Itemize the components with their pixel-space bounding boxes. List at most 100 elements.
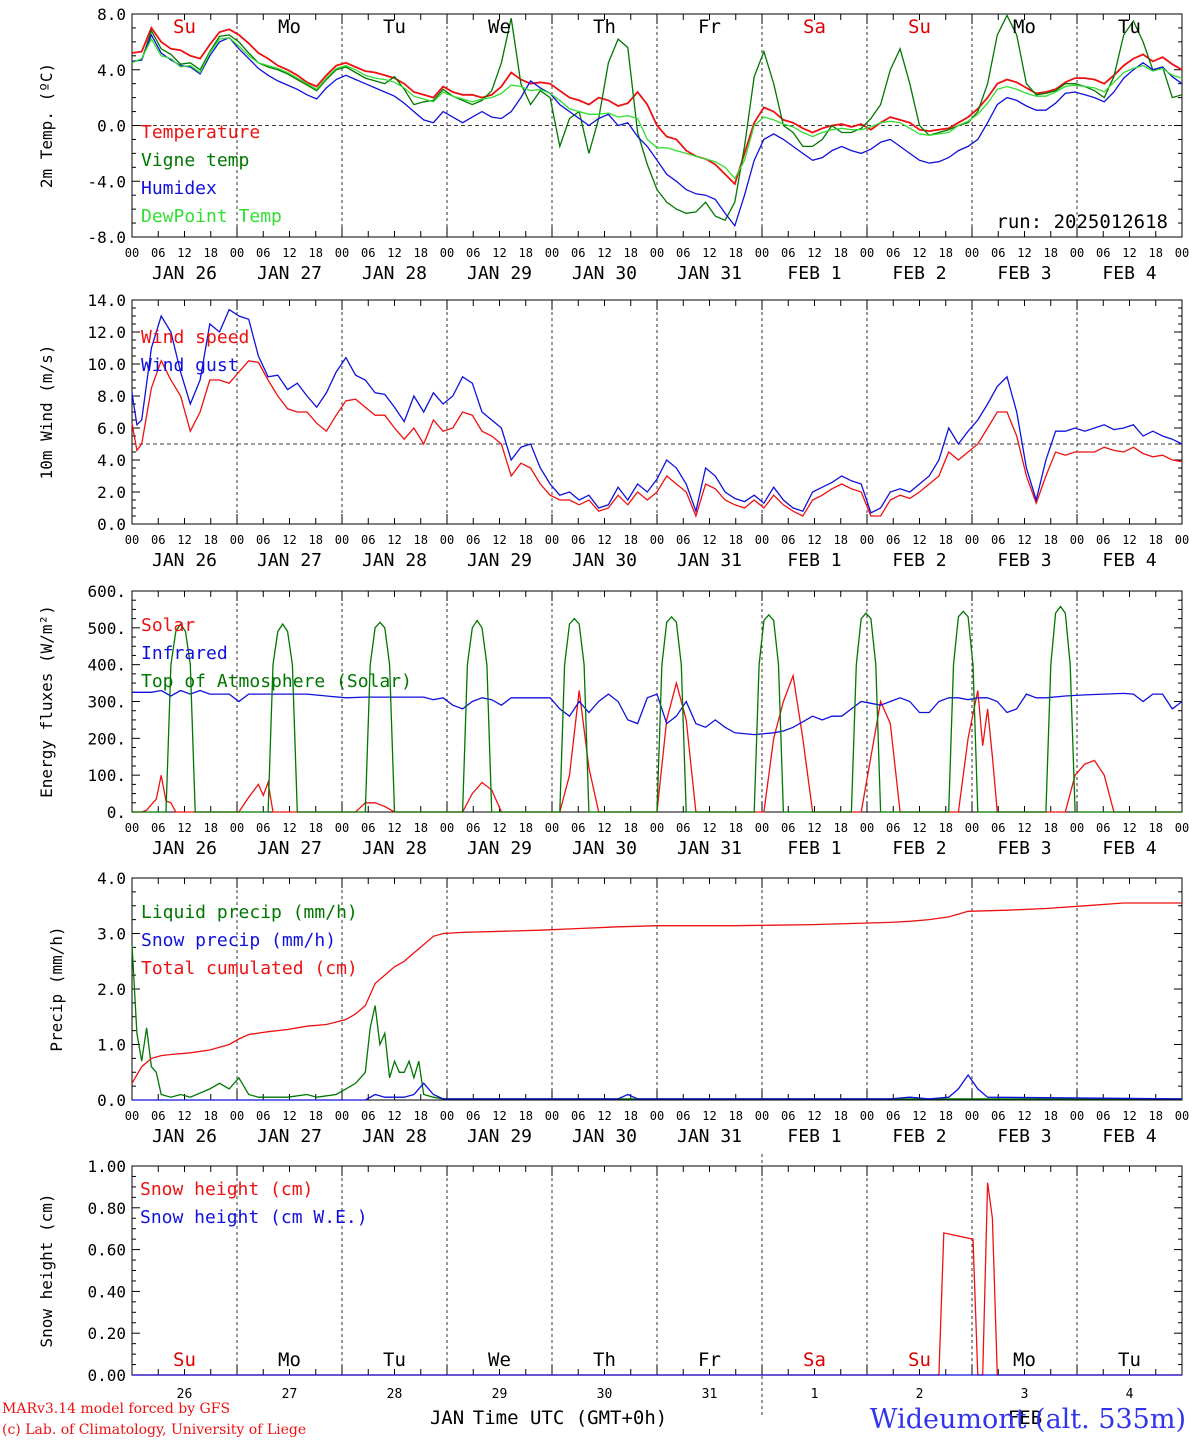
- day-label: FEB 2: [892, 1126, 946, 1147]
- hour-tick-label: 18: [729, 821, 743, 835]
- y-tick-label: 10.0: [87, 355, 126, 374]
- y-tick-label: 0.20: [87, 1324, 126, 1343]
- hour-tick-label: 00: [440, 1109, 454, 1123]
- day-label: JAN 31: [677, 1126, 742, 1147]
- hour-tick-label: 00: [755, 533, 769, 547]
- hour-tick-label: 06: [361, 1109, 375, 1123]
- hour-tick-label: 12: [597, 246, 611, 260]
- hour-tick-label: 00: [230, 533, 244, 547]
- y-axis-label: 2m Temp. (ºC): [37, 63, 56, 188]
- hour-tick-label: 12: [282, 821, 296, 835]
- x-axis-label: Time UTC (GMT+0h): [473, 1407, 667, 1429]
- y-tick-label: 4.0: [97, 451, 126, 470]
- hour-tick-label: 18: [1044, 246, 1058, 260]
- hour-tick-label: 12: [1017, 533, 1031, 547]
- hour-tick-label: 00: [755, 821, 769, 835]
- hour-tick-label: 00: [860, 246, 874, 260]
- day-label: JAN 30: [572, 1126, 637, 1147]
- day-label: JAN 30: [572, 263, 637, 284]
- hour-tick-label: 06: [571, 1109, 585, 1123]
- y-tick-label: 500.: [87, 619, 126, 638]
- weekday-label-top: Sa: [803, 16, 826, 38]
- hour-tick-label: 12: [702, 821, 716, 835]
- hour-tick-label: 00: [1175, 246, 1189, 260]
- hour-tick-label: 18: [1149, 533, 1163, 547]
- day-label: JAN 28: [362, 263, 427, 284]
- series-line-snow-precip-mm-h-: [132, 1073, 1183, 1101]
- day-label: JAN 26: [152, 550, 217, 571]
- day-label: JAN 29: [467, 1126, 532, 1147]
- hour-tick-label: 00: [335, 1109, 349, 1123]
- hour-tick-label: 18: [204, 246, 218, 260]
- day-label: FEB 1: [787, 263, 841, 284]
- plot-frame: [131, 299, 1183, 525]
- hour-tick-label: 12: [597, 821, 611, 835]
- legend-entry: Solar: [141, 615, 195, 636]
- day-label: FEB 2: [892, 838, 946, 859]
- hour-tick-label: 18: [309, 821, 323, 835]
- hour-tick-label: 00: [965, 1109, 979, 1123]
- hour-tick-label: 12: [492, 1109, 506, 1123]
- day-label: FEB 4: [1102, 550, 1156, 571]
- day-label: FEB 3: [997, 838, 1051, 859]
- hour-tick-label: 18: [939, 1109, 953, 1123]
- y-tick-label: 0.00: [87, 1366, 126, 1385]
- hour-tick-label: 18: [729, 533, 743, 547]
- hour-tick-label: 12: [1122, 533, 1136, 547]
- hour-tick-label: 06: [361, 533, 375, 547]
- hour-tick-label: 00: [965, 533, 979, 547]
- hour-tick-label: 12: [387, 246, 401, 260]
- legend-entry: Wind speed: [141, 327, 249, 348]
- hour-tick-label: 06: [1096, 246, 1110, 260]
- hour-tick-label: 06: [991, 246, 1005, 260]
- hour-tick-label: 00: [1070, 1109, 1084, 1123]
- hour-tick-label: 00: [1175, 533, 1189, 547]
- weekday-label-bottom: We: [488, 1349, 511, 1371]
- hour-tick-label: 12: [177, 821, 191, 835]
- day-number-label: 27: [282, 1387, 298, 1402]
- hour-tick-label: 12: [597, 533, 611, 547]
- series-line-wind-speed: [131, 359, 1183, 518]
- day-label: JAN 30: [572, 838, 637, 859]
- hour-tick-label: 06: [361, 246, 375, 260]
- y-tick-label: 1.00: [87, 1157, 126, 1176]
- y-tick-label: 8.0: [97, 5, 126, 24]
- hour-tick-label: 06: [151, 246, 165, 260]
- legend-entry: Snow height (cm): [140, 1179, 313, 1200]
- hour-tick-label: 12: [912, 533, 926, 547]
- hour-tick-label: 12: [1017, 1109, 1031, 1123]
- credit-model: MARv3.14 model forced by GFS: [2, 1401, 230, 1417]
- hour-tick-label: 12: [1122, 246, 1136, 260]
- hour-tick-label: 18: [1149, 821, 1163, 835]
- hour-tick-label: 12: [807, 246, 821, 260]
- hour-tick-label: 00: [965, 821, 979, 835]
- hour-tick-label: 12: [702, 533, 716, 547]
- hour-tick-label: 06: [886, 1109, 900, 1123]
- hour-tick-label: 18: [414, 246, 428, 260]
- y-tick-label: 600.: [87, 582, 126, 601]
- hour-tick-label: 00: [440, 821, 454, 835]
- weekday-label-bottom: Su: [908, 1349, 931, 1371]
- hour-tick-label: 18: [624, 821, 638, 835]
- y-tick-label: 2.0: [97, 483, 126, 502]
- weekday-label-bottom: Tu: [383, 1349, 406, 1371]
- panel-2: 0.0 2.0 4.0 6.0 8.0 10.0 12.0 14.0 10m Wind (m/s…: [37, 291, 1189, 571]
- y-tick-label: 0.0: [97, 515, 126, 534]
- hour-tick-label: 18: [1044, 821, 1058, 835]
- weekday-label-top: Mo: [278, 16, 301, 38]
- hour-tick-label: 12: [387, 1109, 401, 1123]
- hour-tick-label: 12: [807, 533, 821, 547]
- day-label: FEB 4: [1102, 1126, 1156, 1147]
- hour-tick-label: 00: [860, 1109, 874, 1123]
- hour-tick-label: 00: [1070, 246, 1084, 260]
- hour-tick-label: 18: [519, 1109, 533, 1123]
- day-label: JAN 26: [152, 263, 217, 284]
- day-label: JAN 27: [257, 263, 322, 284]
- y-tick-label: 0.40: [87, 1282, 126, 1301]
- hour-tick-label: 06: [151, 821, 165, 835]
- hour-tick-label: 18: [204, 1109, 218, 1123]
- hour-tick-label: 06: [151, 1109, 165, 1123]
- hour-tick-label: 18: [834, 246, 848, 260]
- day-label: FEB 3: [997, 550, 1051, 571]
